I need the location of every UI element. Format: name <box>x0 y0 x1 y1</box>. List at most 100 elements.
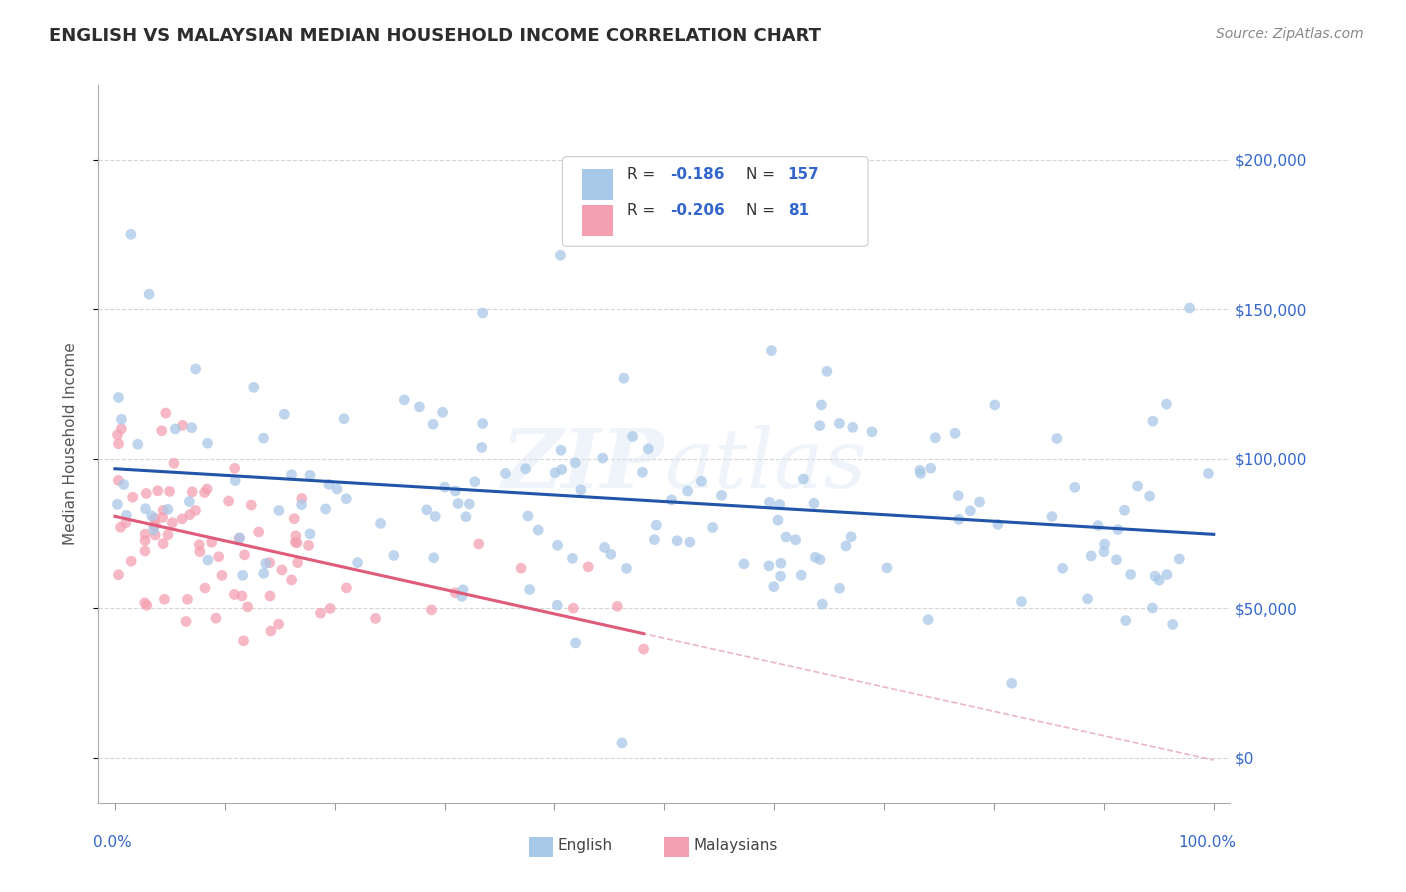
Point <box>631 465 654 479</box>
Point <box>808 552 831 566</box>
Point <box>174 615 197 629</box>
Point <box>839 530 862 544</box>
Point <box>769 556 792 570</box>
Text: 0.0%: 0.0% <box>93 835 132 850</box>
Point <box>910 467 932 481</box>
Point <box>240 498 263 512</box>
Point <box>253 566 276 581</box>
Point <box>645 518 668 533</box>
Point <box>280 573 302 587</box>
Point <box>471 417 494 431</box>
Point <box>550 248 572 262</box>
Point <box>394 392 416 407</box>
Point <box>138 287 160 301</box>
Point <box>828 417 851 431</box>
Point <box>172 418 194 433</box>
Point <box>621 429 644 443</box>
Point <box>145 517 167 532</box>
Point <box>841 420 863 434</box>
Point <box>298 526 321 541</box>
Point <box>1011 594 1033 608</box>
Point <box>134 527 156 541</box>
Point <box>422 550 444 565</box>
Point <box>661 492 683 507</box>
Point <box>1094 537 1116 551</box>
Point <box>127 437 149 451</box>
Bar <box>529 837 554 856</box>
Point <box>152 536 174 550</box>
Point <box>420 603 443 617</box>
Point <box>224 474 246 488</box>
Point <box>1156 567 1178 582</box>
Point <box>228 532 250 546</box>
Point <box>326 482 349 496</box>
Point <box>162 516 184 530</box>
Point <box>593 541 616 555</box>
Point <box>318 477 340 491</box>
Point <box>135 599 157 613</box>
Point <box>551 462 574 476</box>
Point <box>959 504 981 518</box>
Point <box>224 587 246 601</box>
Point <box>120 554 142 568</box>
Text: R =: R = <box>627 202 659 218</box>
Point <box>984 398 1007 412</box>
Point <box>792 472 814 486</box>
Point <box>1197 467 1219 481</box>
Point <box>758 558 780 573</box>
Point <box>297 538 319 552</box>
Point <box>1142 601 1164 615</box>
Point <box>1077 591 1099 606</box>
Point <box>135 501 157 516</box>
Point <box>1087 518 1109 533</box>
Point <box>224 461 246 475</box>
Point <box>599 547 621 561</box>
Point <box>142 523 165 537</box>
Text: N =: N = <box>745 202 780 218</box>
Point <box>283 511 305 525</box>
Point <box>134 596 156 610</box>
Point <box>1052 561 1074 575</box>
Point <box>229 531 252 545</box>
Point <box>495 467 517 481</box>
Point <box>790 568 813 582</box>
Point <box>758 495 780 509</box>
Text: ZIP: ZIP <box>502 425 665 505</box>
FancyBboxPatch shape <box>562 157 868 246</box>
Point <box>319 601 342 615</box>
Text: Source: ZipAtlas.com: Source: ZipAtlas.com <box>1216 27 1364 41</box>
Point <box>804 550 827 565</box>
Point <box>762 580 785 594</box>
Point <box>679 535 702 549</box>
Text: 100.0%: 100.0% <box>1178 835 1236 850</box>
Point <box>815 364 838 378</box>
Point <box>576 560 599 574</box>
Point <box>1126 479 1149 493</box>
Point <box>564 636 586 650</box>
Point <box>710 488 733 502</box>
Point <box>471 306 494 320</box>
Point <box>561 551 583 566</box>
Point <box>120 227 142 242</box>
Point <box>152 510 174 524</box>
Point <box>544 466 567 480</box>
Point <box>267 503 290 517</box>
Point <box>152 503 174 517</box>
Point <box>766 513 789 527</box>
Point <box>637 442 659 456</box>
Point <box>280 467 302 482</box>
Point <box>1105 553 1128 567</box>
Point <box>135 486 157 500</box>
Point <box>1092 544 1115 558</box>
Point <box>948 489 970 503</box>
Point <box>134 533 156 548</box>
Point <box>197 553 219 567</box>
Point <box>309 606 332 620</box>
Point <box>179 494 201 508</box>
Point <box>769 498 792 512</box>
Point <box>141 508 163 523</box>
Point <box>546 598 568 612</box>
Point <box>184 503 207 517</box>
Point <box>592 451 614 466</box>
Text: R =: R = <box>627 167 659 182</box>
